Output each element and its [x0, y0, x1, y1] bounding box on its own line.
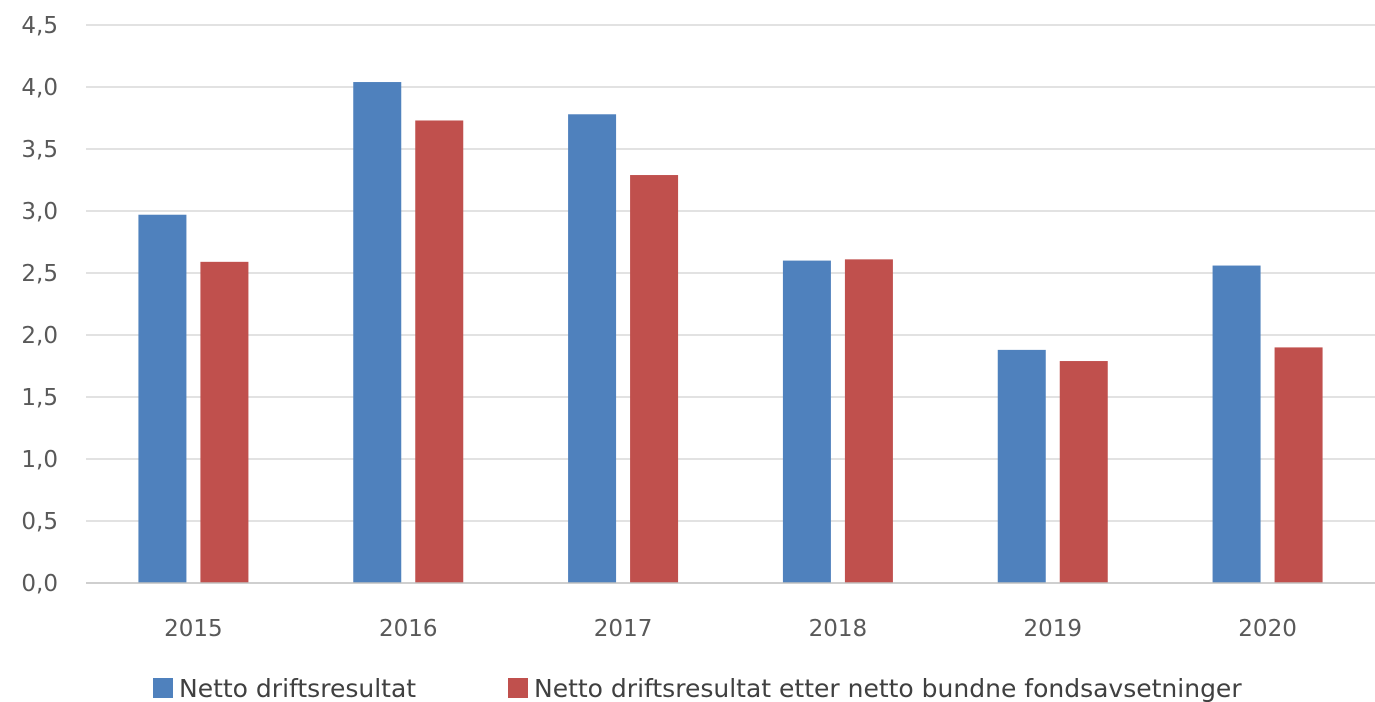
bar-netto-etter-fondsavsetninger-2015: [200, 261, 249, 583]
bar-netto-etter-fondsavsetninger-2020: [1274, 347, 1323, 583]
y-tick-label: 1,5: [21, 385, 58, 411]
y-tick-label: 4,5: [21, 13, 58, 39]
y-tick-label: 4,0: [21, 75, 58, 101]
bar-netto-etter-fondsavsetninger-2019: [1059, 361, 1108, 583]
y-tick-label: 2,5: [21, 261, 58, 287]
x-tick-label: 2016: [379, 616, 438, 642]
x-tick-label: 2020: [1238, 616, 1297, 642]
bar-netto-driftsresultat-2019: [997, 349, 1046, 583]
gridlines: [86, 24, 1375, 522]
x-tick-label: 2015: [164, 616, 223, 642]
bar-netto-driftsresultat-2020: [1212, 265, 1261, 583]
bar-netto-driftsresultat-2017: [568, 114, 617, 583]
legend: Netto driftsresultat Netto driftsresultat…: [153, 674, 1242, 702]
y-axis-ticks: 0,0 0,5 1,0 1,5 2,0 2,5 3,0 3,5 4,0 4,5: [21, 13, 58, 597]
legend-label: Netto driftsresultat: [179, 674, 416, 702]
y-tick-label: 3,0: [21, 199, 58, 225]
y-tick-label: 0,5: [21, 509, 58, 535]
y-tick-label: 0,0: [21, 571, 58, 597]
legend-label: Netto driftsresultat etter netto bundne …: [534, 674, 1242, 702]
x-tick-label: 2019: [1023, 616, 1082, 642]
bar-netto-etter-fondsavsetninger-2018: [844, 259, 893, 583]
y-tick-label: 3,5: [21, 137, 58, 163]
bars: [138, 82, 1323, 584]
bar-netto-driftsresultat-2018: [782, 260, 831, 583]
x-tick-label: 2018: [809, 616, 868, 642]
legend-swatch: [508, 678, 528, 698]
bar-netto-etter-fondsavsetninger-2017: [630, 175, 679, 584]
legend-swatch: [153, 678, 173, 698]
y-tick-label: 1,0: [21, 447, 58, 473]
x-axis-ticks: 2015 2016 2017 2018 2019 2020: [164, 616, 1297, 642]
x-tick-label: 2017: [594, 616, 653, 642]
bar-netto-etter-fondsavsetninger-2016: [415, 120, 464, 583]
bar-netto-driftsresultat-2016: [353, 82, 402, 583]
bar-netto-driftsresultat-2015: [138, 214, 187, 583]
y-tick-label: 2,0: [21, 323, 58, 349]
